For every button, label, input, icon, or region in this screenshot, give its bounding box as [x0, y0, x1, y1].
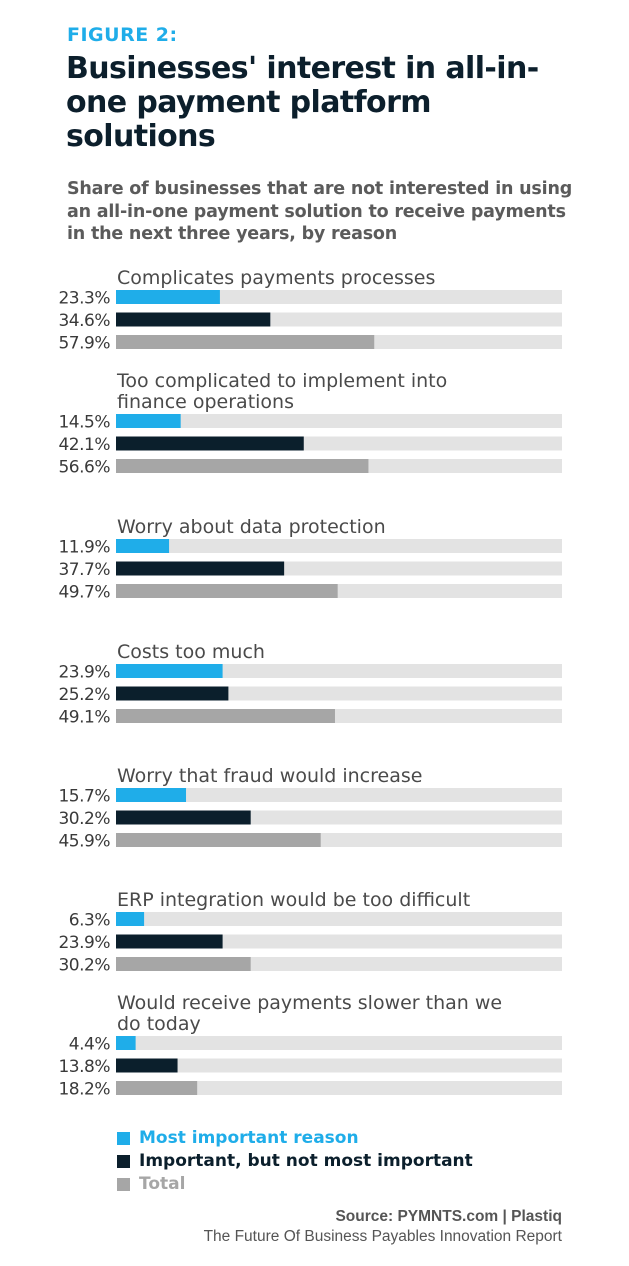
- bar-track: [116, 912, 562, 926]
- value-label: 23.9%: [58, 663, 110, 683]
- value-label: 37.7%: [58, 560, 110, 580]
- value-label: 13.8%: [58, 1057, 110, 1077]
- value-label: 42.1%: [58, 435, 110, 455]
- bar-most-important-reason: [116, 912, 145, 926]
- category-label: Complicates payments processes: [117, 267, 435, 289]
- value-label: 4.4%: [69, 1035, 111, 1055]
- bar-track: [116, 290, 562, 304]
- bar-important-but-not-most-important: [116, 810, 251, 825]
- legend-label-important: Important, but not most important: [139, 1151, 473, 1171]
- bar-important-but-not-most-important: [116, 312, 271, 327]
- bar-total: [116, 335, 375, 349]
- value-label: 15.7%: [58, 787, 110, 807]
- category-label: ERP integration would be too difficult: [117, 889, 470, 911]
- value-label: 14.5%: [58, 413, 110, 433]
- bar-important-but-not-most-important: [116, 436, 304, 451]
- report-name: The Future Of Business Payables Innovati…: [203, 1228, 562, 1245]
- legend-item-most-important: Most important reason: [117, 1127, 473, 1150]
- bar-most-important-reason: [116, 539, 170, 553]
- bar-important-but-not-most-important: [116, 686, 229, 701]
- legend-label-total: Total: [139, 1174, 186, 1194]
- value-label: 25.2%: [58, 685, 110, 705]
- bar-track: [116, 664, 562, 678]
- value-label: 6.3%: [69, 911, 111, 931]
- legend-swatch-important: [117, 1155, 130, 1168]
- bar-total: [116, 1081, 198, 1095]
- category-label: do today: [117, 1013, 201, 1035]
- legend-item-important: Important, but not most important: [117, 1150, 473, 1173]
- bar-track: [116, 1081, 562, 1095]
- figure-kicker: FIGURE 2:: [67, 24, 178, 46]
- value-label: 11.9%: [58, 538, 110, 558]
- bar-most-important-reason: [116, 1036, 136, 1050]
- category-label: Worry that fraud would increase: [117, 765, 422, 787]
- category-label: Costs too much: [117, 641, 265, 663]
- value-label: 34.6%: [58, 311, 110, 331]
- bar-important-but-not-most-important: [116, 934, 223, 949]
- bar-track: [116, 539, 562, 553]
- bar-important-but-not-most-important: [116, 1058, 178, 1073]
- bar-most-important-reason: [116, 414, 181, 428]
- legend: Most important reason Important, but not…: [117, 1127, 473, 1196]
- bar-total: [116, 459, 369, 473]
- value-label: 49.7%: [58, 583, 110, 603]
- category-label: finance operations: [117, 391, 294, 413]
- legend-swatch-total: [117, 1178, 130, 1191]
- value-label: 49.1%: [58, 708, 110, 728]
- legend-swatch-most-important: [117, 1132, 130, 1145]
- bar-most-important-reason: [116, 788, 187, 802]
- category-label: Would receive payments slower than we: [117, 992, 502, 1014]
- chart-title: Businesses' interest in all-in-one payme…: [66, 51, 539, 154]
- bar-track: [116, 414, 562, 428]
- value-label: 23.3%: [58, 289, 110, 309]
- bar-track: [116, 1036, 562, 1050]
- value-label: 18.2%: [58, 1080, 110, 1100]
- legend-label-most-important: Most important reason: [139, 1128, 359, 1148]
- bar-track: [116, 1058, 562, 1073]
- bar-important-but-not-most-important: [116, 561, 285, 576]
- source-block: Source: PYMNTS.com | Plastiq The Future …: [204, 1207, 562, 1247]
- category-label: Worry about data protection: [117, 516, 386, 538]
- bar-most-important-reason: [116, 664, 223, 678]
- bar-track: [116, 788, 562, 802]
- bar-total: [116, 833, 321, 847]
- value-label: 57.9%: [58, 334, 110, 354]
- value-label: 45.9%: [58, 832, 110, 852]
- source-credit: Source: PYMNTS.com | Plastiq: [335, 1208, 562, 1225]
- value-label: 30.2%: [58, 956, 110, 976]
- legend-item-total: Total: [117, 1173, 473, 1196]
- bar-total: [116, 709, 335, 723]
- bar-total: [116, 957, 251, 971]
- category-label: Too complicated to implement into: [116, 370, 447, 392]
- value-label: 56.6%: [58, 458, 110, 478]
- chart-subtitle: Share of businesses that are not interes…: [67, 179, 573, 244]
- value-label: 30.2%: [58, 809, 110, 829]
- bar-track: [116, 934, 562, 949]
- bar-total: [116, 584, 338, 598]
- bar-most-important-reason: [116, 290, 220, 304]
- value-label: 23.9%: [58, 933, 110, 953]
